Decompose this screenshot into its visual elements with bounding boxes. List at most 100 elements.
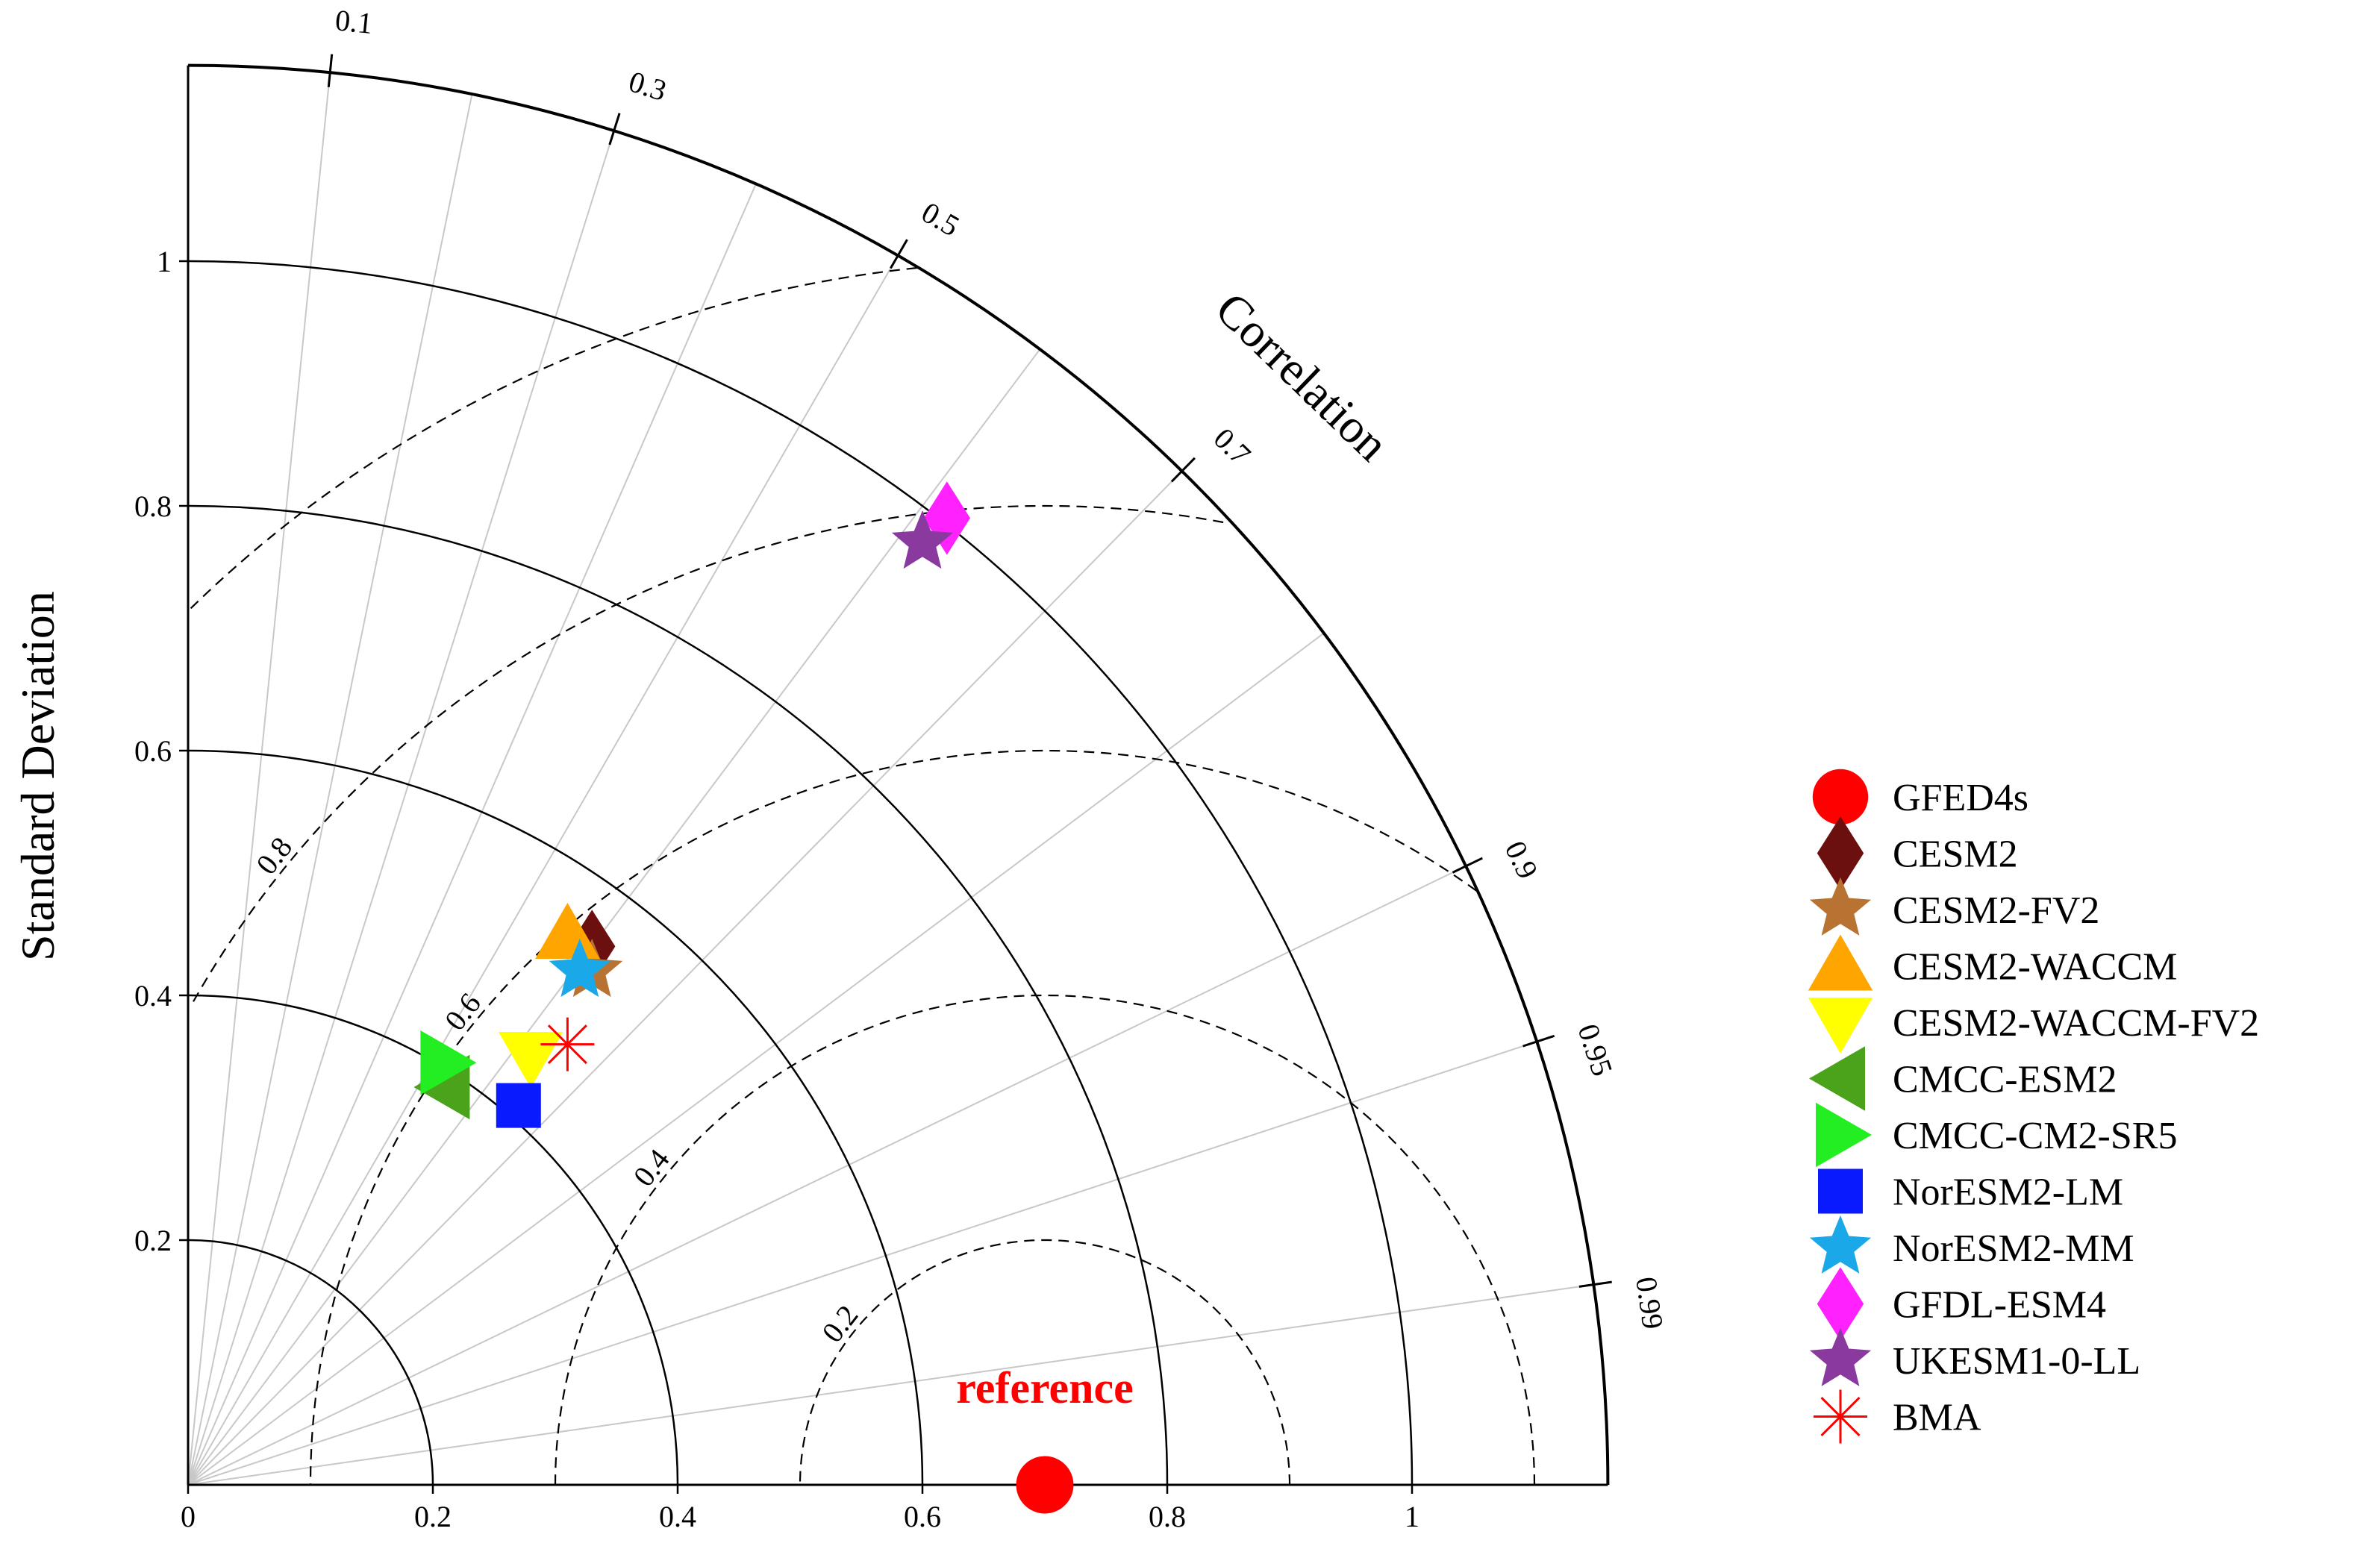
correlation-tick-label: 0.95 — [1571, 1020, 1620, 1080]
correlation-tick-label: 0.99 — [1629, 1274, 1670, 1331]
std-arcs — [187, 260, 1414, 1486]
legend-label: CESM2 — [1893, 833, 2018, 876]
x-tick-label: 0.6 — [904, 1500, 941, 1533]
std-arc — [187, 504, 1169, 1486]
correlation-tick-mark — [327, 54, 334, 87]
legend-label: CESM2-FV2 — [1893, 889, 2099, 932]
correlation-tick-label: 0.3 — [625, 64, 670, 107]
correlation-ray — [187, 865, 1467, 1486]
rms-arc — [190, 504, 1224, 1007]
correlation-tick-mark — [608, 113, 621, 145]
legend-item: CESM2-WACCM-FV2 — [1808, 998, 2259, 1054]
rms-tick-label: 0.2 — [815, 1298, 864, 1348]
correlation-tick-mark — [1452, 857, 1483, 874]
correlation-tick-mark — [1170, 457, 1196, 483]
reference-label: reference — [956, 1363, 1134, 1412]
rms-arc — [309, 749, 1478, 1486]
x-tick-label: 0.2 — [414, 1500, 452, 1533]
x-tick-label: 0.8 — [1149, 1500, 1186, 1533]
legend-label: NorESM2-LM — [1893, 1171, 2123, 1214]
axes — [179, 54, 1612, 1494]
legend-label: BMA — [1893, 1397, 1981, 1439]
correlation-tick-label: 0.9 — [1499, 836, 1545, 884]
legend-marker — [1809, 1046, 1865, 1111]
legend-marker — [1817, 1267, 1864, 1341]
point-noresm2-mm — [549, 939, 610, 998]
legend-label: GFED4s — [1893, 777, 2028, 819]
legend-item: NorESM2-MM — [1809, 1215, 2134, 1274]
correlation-ray — [187, 1041, 1537, 1486]
legend-label: UKESM1-0-LL — [1893, 1340, 2140, 1383]
correlation-ray — [187, 1283, 1594, 1486]
legend-label: CESM2-WACCM-FV2 — [1893, 1002, 2259, 1045]
y-axis-label: Standard Deviation — [11, 591, 64, 961]
point-cesm2-waccm — [535, 903, 600, 959]
correlation-tick-mark — [890, 239, 908, 269]
x-tick-label: 1 — [1405, 1500, 1419, 1533]
point-noresm2-lm — [496, 1083, 541, 1128]
std-arc — [187, 749, 924, 1486]
std-arc — [187, 994, 679, 1486]
correlation-ray — [187, 348, 1041, 1486]
correlation-tick-mark — [1578, 1280, 1612, 1288]
rms-arcs — [190, 266, 1536, 1486]
legend-label: CESM2-WACCM — [1893, 946, 2177, 989]
correlation-tick-label: 0.1 — [334, 3, 374, 40]
correlation-ray — [187, 72, 331, 1486]
legend-label: NorESM2-MM — [1893, 1227, 2134, 1270]
correlation-tick-mark — [1522, 1034, 1555, 1048]
legend-item: CMCC-ESM2 — [1809, 1046, 2117, 1111]
point-bma-stroke — [547, 1024, 587, 1065]
legend-item: UKESM1-0-LL — [1809, 1327, 2140, 1386]
legend-marker — [1817, 816, 1864, 890]
legend-item: CMCC-CM2-SR5 — [1816, 1102, 2177, 1168]
correlation-ray — [187, 93, 473, 1486]
rms-tick-label: 0.8 — [249, 830, 299, 880]
legend-item: NorESM2-LM — [1818, 1168, 2123, 1214]
legend-marker — [1812, 769, 1869, 825]
legend-marker — [1809, 1215, 1872, 1274]
std-arc — [187, 1239, 434, 1486]
x-tick-label: 0.4 — [659, 1500, 696, 1533]
legend-marker — [1818, 1168, 1863, 1214]
legend-marker — [1809, 877, 1872, 936]
legend-label: CMCC-ESM2 — [1893, 1059, 2117, 1101]
correlation-ray — [187, 184, 757, 1486]
legend-item: BMA — [1814, 1389, 1981, 1444]
outer-arc — [187, 63, 1610, 1486]
legend-marker-stroke — [1820, 1396, 1861, 1437]
legend-marker — [1809, 1327, 1872, 1386]
legend-marker — [1816, 1102, 1872, 1168]
legend-item: GFDL-ESM4 — [1817, 1267, 2106, 1341]
x-tick-label: 0 — [181, 1500, 196, 1533]
rms-arc — [799, 1239, 1291, 1485]
data-points — [413, 481, 1074, 1514]
point-cmcc-cm2-sr5 — [420, 1030, 477, 1095]
rms-tick-label: 0.6 — [438, 986, 487, 1036]
y-tick-label: 0.4 — [134, 979, 172, 1013]
point-gfdl-esm4 — [923, 481, 970, 555]
y-tick-label: 0.2 — [134, 1224, 172, 1257]
point-cesm2-waccm-fv2 — [499, 1032, 563, 1088]
point-ukesm1-0-ll — [891, 510, 954, 569]
y-tick-label: 0.6 — [134, 734, 172, 768]
std-tick-labels: 0 0.2 0.2 0.4 0.4 0.6 0.6 0.8 0.8 1 1 — [134, 245, 1419, 1533]
legend: GFED4s CESM2 CESM2-FV2 CESM2-WACCM CESM2-WAC… — [1808, 769, 2259, 1444]
reference-point — [1016, 1456, 1074, 1514]
correlation-ray — [187, 632, 1325, 1486]
rms-arc — [190, 266, 917, 610]
correlation-rays — [187, 72, 1594, 1486]
correlation-tick-label: 0.5 — [916, 195, 965, 243]
legend-item: CESM2-WACCM — [1808, 934, 2177, 991]
legend-label: GFDL-ESM4 — [1893, 1284, 2106, 1327]
legend-marker — [1814, 1389, 1867, 1444]
point-bma — [540, 1017, 595, 1071]
correlation-ray — [187, 470, 1183, 1486]
std-arc — [187, 260, 1414, 1486]
legend-item: CESM2 — [1817, 816, 2018, 890]
legend-marker — [1808, 934, 1873, 991]
legend-item: CESM2-FV2 — [1809, 877, 2099, 936]
legend-item: GFED4s — [1812, 769, 2028, 825]
legend-label: CMCC-CM2-SR5 — [1893, 1115, 2177, 1157]
